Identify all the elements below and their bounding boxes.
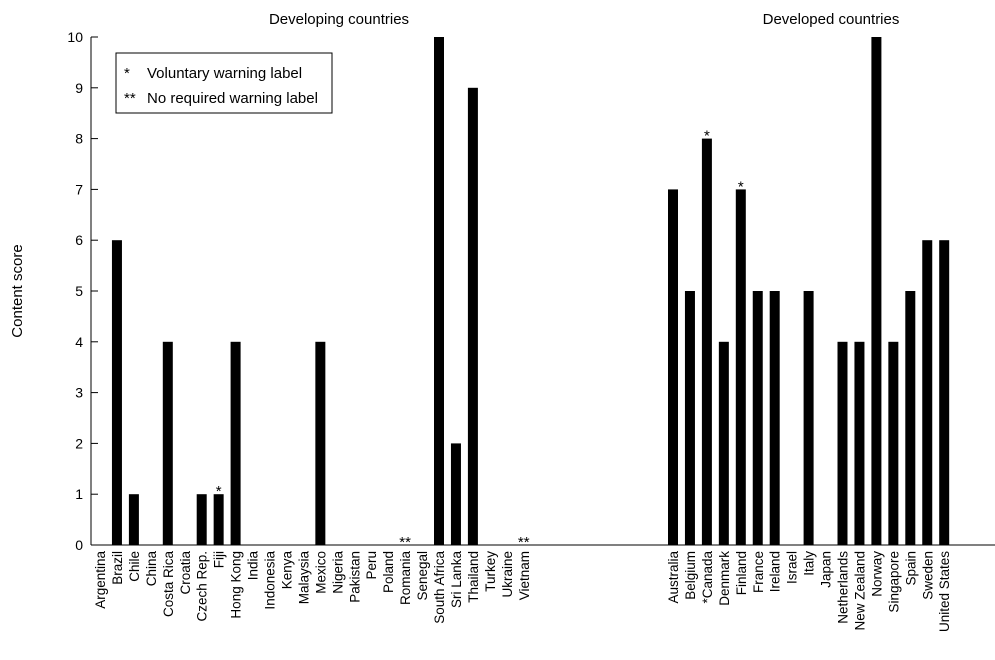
y-tick-label-3: 3 xyxy=(75,385,83,401)
x-tick-label-china: China xyxy=(144,551,159,587)
x-tick-label-new-zealand: New Zealand xyxy=(852,551,867,631)
bar-hong-kong xyxy=(230,341,241,545)
x-tick-label-czech-rep: Czech Rep. xyxy=(195,551,210,622)
x-tick-label-japan: Japan xyxy=(819,551,834,588)
y-tick-label-2: 2 xyxy=(75,435,83,451)
x-tick-label-canada: *Canada xyxy=(700,551,715,604)
y-tick-label-7: 7 xyxy=(75,181,83,197)
x-tick-label-pakistan: Pakistan xyxy=(347,551,362,603)
x-tick-label-belgium: Belgium xyxy=(683,551,698,600)
x-tick-label-poland: Poland xyxy=(381,551,396,593)
bar-mexico xyxy=(315,341,326,545)
marker-romania: ** xyxy=(399,534,411,551)
y-tick-label-4: 4 xyxy=(75,334,83,350)
bar-united-states xyxy=(939,240,950,545)
x-tick-label-australia: Australia xyxy=(666,551,681,604)
bar-thailand xyxy=(467,87,478,546)
x-tick-label-costa-rica: Costa Rica xyxy=(161,551,176,618)
y-tick-label-1: 1 xyxy=(75,486,83,502)
x-tick-label-romania: Romania xyxy=(398,551,413,606)
bar-france xyxy=(752,291,763,545)
bar-canada xyxy=(701,138,712,545)
axes: 0 1 2 3 4 5 6 7 8 9 10 xyxy=(67,29,995,553)
bar-costa-rica xyxy=(162,341,173,545)
y-tick-label-8: 8 xyxy=(75,131,83,147)
x-tick-label-ireland: Ireland xyxy=(768,551,783,592)
bar-czech-rep xyxy=(196,494,207,545)
x-tick-label-mexico: Mexico xyxy=(313,551,328,594)
marker-canada: * xyxy=(704,128,710,145)
x-tick-label-thailand: Thailand xyxy=(466,551,481,603)
bar-chile xyxy=(128,494,139,545)
bar-finland xyxy=(735,189,746,545)
group-label-developed: Developed countries xyxy=(763,11,900,28)
x-tick-label-sri-lanka: Sri Lanka xyxy=(449,551,464,609)
legend-mark-voluntary: * xyxy=(124,65,130,82)
legend: * Voluntary warning label ** No required… xyxy=(115,52,333,114)
y-tick-label-9: 9 xyxy=(75,80,83,96)
bars: *** **** xyxy=(111,37,950,551)
x-tick-label-singapore: Singapore xyxy=(886,551,901,613)
bar-netherlands xyxy=(837,341,848,545)
bar-ireland xyxy=(769,291,780,545)
bar-brazil xyxy=(111,240,122,545)
group-label-developing: Developing countries xyxy=(269,11,409,28)
x-tick-label-united-states: United States xyxy=(937,551,952,632)
x-tick-label-italy: Italy xyxy=(802,551,817,576)
bar-italy xyxy=(803,291,814,545)
labels: Argentina Brazil Chile China Costa Rica Croat… xyxy=(93,551,952,633)
marker-vietnam: ** xyxy=(518,534,530,551)
marker-finland: * xyxy=(738,178,744,195)
bar-singapore xyxy=(888,341,899,545)
x-tick-label-ukraine: Ukraine xyxy=(500,551,515,598)
bar-sweden xyxy=(922,240,933,545)
marker-fiji: * xyxy=(216,483,222,500)
y-axis-label: Content score xyxy=(9,244,26,337)
x-tick-label-fiji: Fiji xyxy=(212,551,227,568)
x-tick-label-peru: Peru xyxy=(364,551,379,580)
x-tick-label-sweden: Sweden xyxy=(920,551,935,600)
x-tick-label-turkey: Turkey xyxy=(483,551,498,592)
legend-label-voluntary: Voluntary warning label xyxy=(147,65,302,82)
x-tick-label-vietnam: Vietnam xyxy=(517,551,532,600)
x-tick-label-france: France xyxy=(751,551,766,593)
x-tick-label-denmark: Denmark xyxy=(717,551,732,606)
x-tick-label-malaysia: Malaysia xyxy=(296,551,311,605)
bar-denmark xyxy=(718,341,729,545)
x-tick-label-india: India xyxy=(246,551,261,581)
x-tick-label-south-africa: South Africa xyxy=(432,551,447,624)
legend-mark-no-required: ** xyxy=(124,90,136,107)
y-tick-label-5: 5 xyxy=(75,283,83,299)
x-tick-label-argentina: Argentina xyxy=(93,551,108,609)
x-tick-label-finland: Finland xyxy=(734,551,749,595)
y-tick-label-6: 6 xyxy=(75,232,83,248)
legend-box xyxy=(115,52,333,114)
x-tick-label-chile: Chile xyxy=(127,551,142,582)
bar-spain xyxy=(905,291,916,545)
bar-new-zealand xyxy=(854,341,865,545)
x-tick-label-kenya: Kenya xyxy=(279,551,294,590)
x-tick-label-israel: Israel xyxy=(785,551,800,584)
x-tick-label-nigeria: Nigeria xyxy=(330,551,345,594)
x-tick-label-norway: Norway xyxy=(869,551,884,597)
bar-belgium xyxy=(684,291,695,545)
bar-south-africa xyxy=(434,37,444,545)
x-tick-label-brazil: Brazil xyxy=(110,551,125,585)
bar-australia xyxy=(668,189,678,545)
x-tick-label-hong-kong: Hong Kong xyxy=(229,551,244,619)
x-tick-label-spain: Spain xyxy=(903,551,918,586)
x-tick-label-croatia: Croatia xyxy=(178,551,193,595)
y-tick-label-10: 10 xyxy=(67,29,83,45)
bar-norway xyxy=(871,37,882,545)
x-tick-label-senegal: Senegal xyxy=(415,551,430,601)
y-tick-label-0: 0 xyxy=(75,537,83,553)
bar-fiji xyxy=(213,494,224,545)
bar-sri-lanka xyxy=(450,443,461,545)
x-tick-label-indonesia: Indonesia xyxy=(263,551,278,610)
x-tick-label-netherlands: Netherlands xyxy=(836,551,851,624)
legend-label-no-required: No required warning label xyxy=(147,90,318,107)
